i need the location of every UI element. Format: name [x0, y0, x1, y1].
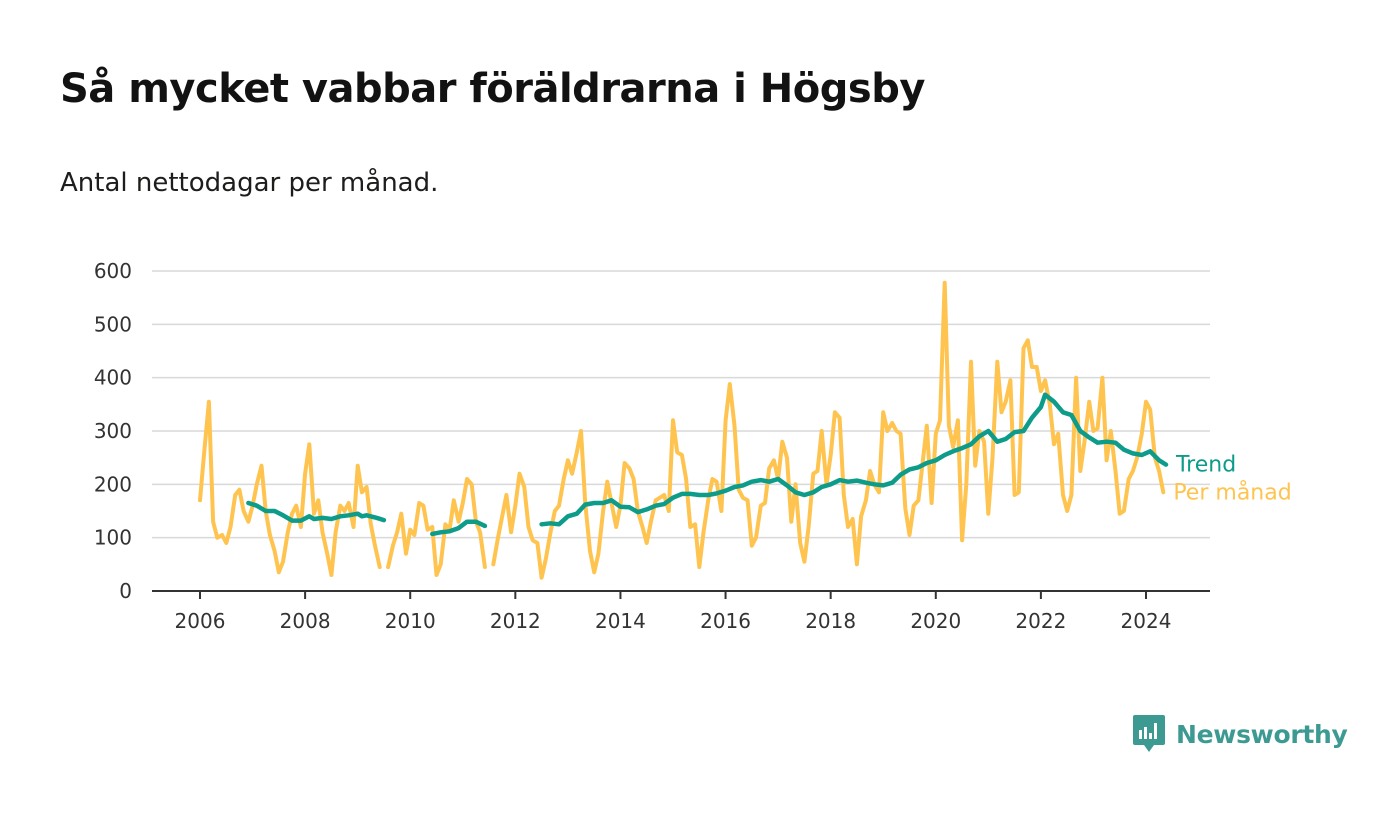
series-line-per-mnad	[386, 477, 487, 577]
x-tick-label: 2018	[805, 609, 856, 633]
series-label: Trend	[1175, 453, 1236, 478]
chart-subtitle: Antal nettodagar per månad.	[60, 168, 439, 198]
x-axis: 2006 2008 2010 2012 2014 2016 2018 2020 2022 2024	[152, 590, 1210, 633]
x-tick-label: 2016	[700, 609, 751, 633]
x-tick-label: 2014	[595, 609, 646, 633]
x-tick-label: 2020	[910, 609, 961, 633]
gridlines	[152, 270, 1210, 539]
series-label: Per månad	[1173, 479, 1291, 505]
newsworthy-logo[interactable]: Newsworthy	[1132, 712, 1348, 756]
x-tick-label: 2008	[280, 609, 331, 633]
series-line-trend	[430, 519, 488, 537]
y-tick-label: 100	[94, 526, 132, 550]
series-line-per-mnad	[198, 399, 382, 577]
y-tick-label: 300	[94, 419, 132, 443]
y-axis-ticks: 0 100 200 300 400 500 600	[94, 259, 132, 603]
x-tick-label: 2022	[1015, 609, 1066, 633]
y-tick-label: 400	[94, 366, 132, 390]
series-lines	[198, 280, 1169, 580]
x-tick-label: 2024	[1121, 609, 1172, 633]
chart-title: Så mycket vabbar föräldrarna i Högsby	[60, 66, 925, 112]
series-line-trend	[539, 392, 1169, 527]
y-tick-label: 200	[94, 472, 132, 496]
y-tick-label: 0	[119, 579, 132, 603]
series-line-per-mnad	[491, 280, 1166, 580]
x-tick-label: 2006	[175, 609, 226, 633]
x-tick-label: 2010	[385, 609, 436, 633]
newsworthy-logo-text: Newsworthy	[1176, 719, 1348, 749]
series-line-trend	[246, 500, 387, 523]
y-tick-label: 600	[94, 259, 132, 283]
y-tick-label: 500	[94, 312, 132, 336]
newsworthy-logo-icon	[1133, 715, 1165, 752]
x-tick-label: 2012	[490, 609, 541, 633]
